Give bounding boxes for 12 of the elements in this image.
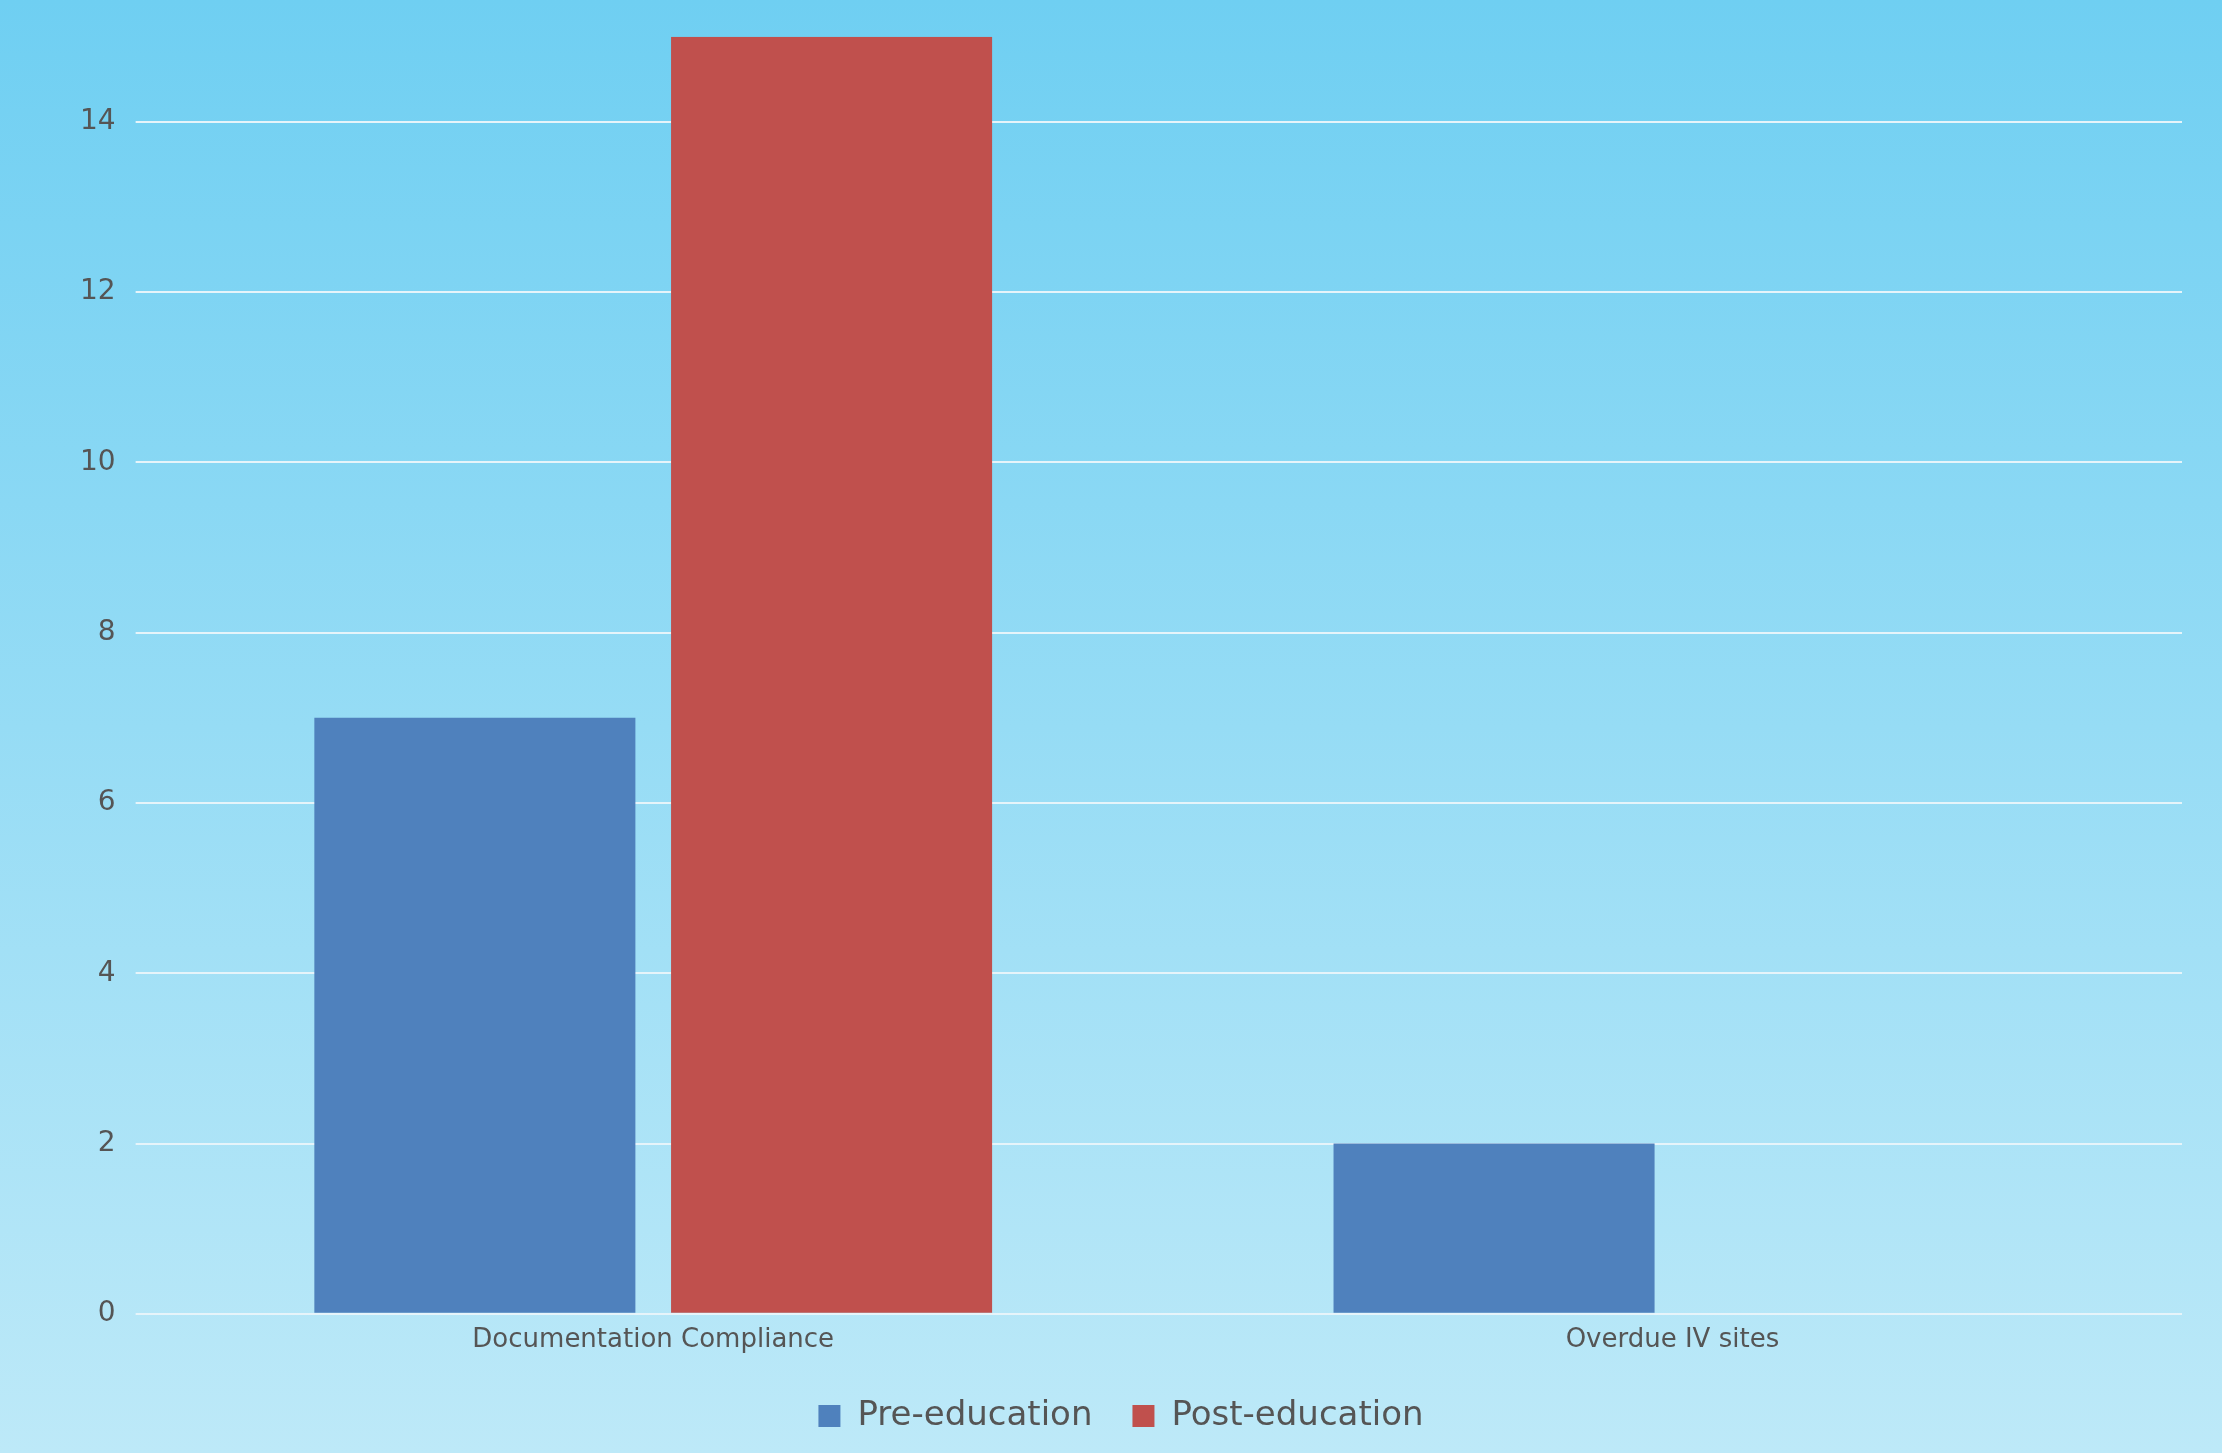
y-tick-label: 14 (79, 103, 116, 137)
y-tick-label: 0 (97, 1295, 116, 1329)
y-tick-label: 2 (97, 1124, 116, 1158)
legend-label: Pre-education (857, 1392, 1093, 1433)
y-tick-label: 6 (97, 784, 116, 818)
y-tick-label: 4 (97, 954, 116, 988)
y-tick-label: 12 (79, 273, 116, 307)
y-tick-label: 8 (97, 614, 116, 648)
x-tick-label: Overdue IV sites (1565, 1323, 1780, 1354)
legend-label: Post-education (1171, 1392, 1424, 1433)
x-tick-label: Documentation Compliance (472, 1323, 835, 1354)
y-tick-label: 10 (79, 443, 116, 477)
